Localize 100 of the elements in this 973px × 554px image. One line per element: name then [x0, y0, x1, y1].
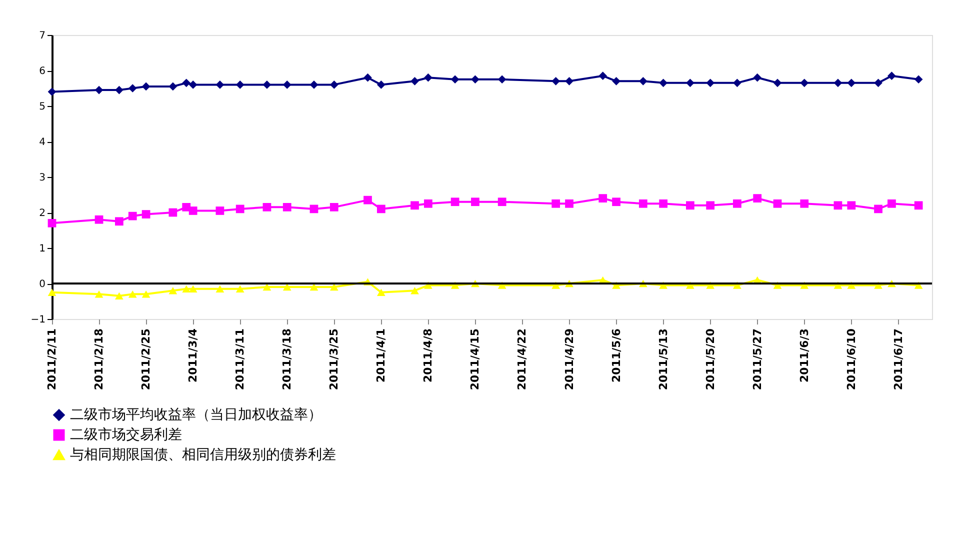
point — [262, 202, 272, 212]
y-tick-label: −1 — [30, 314, 46, 326]
point — [262, 80, 272, 89]
point — [142, 210, 150, 218]
y-tick-label: 4 — [39, 137, 46, 148]
point — [498, 75, 506, 84]
point — [236, 80, 244, 89]
point — [847, 201, 856, 210]
point — [659, 199, 668, 208]
point — [142, 82, 150, 91]
point — [182, 285, 191, 292]
x-tick-label: 2011/3/11 — [234, 328, 247, 390]
point — [128, 212, 137, 220]
point — [48, 288, 56, 296]
point — [188, 285, 198, 292]
point — [888, 72, 896, 80]
point — [847, 78, 856, 88]
point — [706, 201, 715, 210]
y-tick-label: 6 — [39, 66, 46, 77]
point — [182, 78, 191, 88]
x-tick-label: 2011/4/1 — [374, 328, 388, 382]
point — [612, 198, 620, 206]
point — [142, 290, 150, 298]
point — [114, 292, 124, 300]
point — [216, 80, 224, 89]
point — [733, 199, 742, 208]
point — [598, 72, 608, 80]
point — [874, 204, 882, 214]
point — [773, 78, 782, 88]
point — [638, 199, 648, 208]
y-tick-label: 2 — [39, 208, 46, 219]
point — [706, 78, 715, 88]
x-tick-label: 2011/6/17 — [892, 328, 905, 390]
point — [753, 194, 762, 202]
x-tick-label: 2011/6/10 — [844, 328, 858, 390]
point — [330, 80, 338, 89]
point — [773, 199, 782, 208]
y-tick-label: 0 — [39, 279, 46, 290]
point — [168, 82, 178, 91]
point — [450, 198, 460, 206]
point — [834, 78, 842, 88]
point — [659, 78, 668, 88]
point — [612, 76, 620, 86]
point — [168, 286, 178, 294]
point — [114, 217, 124, 226]
point — [598, 194, 608, 202]
x-tick-label: 2011/2/11 — [46, 328, 58, 390]
point — [800, 199, 809, 208]
x-tick-label: 2011/3/4 — [186, 328, 200, 382]
point — [188, 80, 198, 89]
point — [282, 80, 292, 89]
point — [364, 73, 372, 82]
point — [216, 285, 224, 292]
x-tick-label: 2011/5/6 — [610, 328, 623, 382]
point — [128, 84, 137, 92]
x-tick-label: 2011/5/20 — [704, 328, 717, 390]
point — [552, 76, 560, 86]
point — [216, 206, 224, 215]
point — [48, 218, 56, 228]
x-tick-label: 2011/6/3 — [798, 328, 811, 382]
x-tick-label: 2011/5/27 — [750, 328, 764, 390]
point — [638, 76, 648, 86]
point — [733, 78, 742, 88]
point — [565, 199, 574, 208]
point — [310, 80, 318, 89]
point — [914, 201, 923, 210]
x-tick-label: 2011/2/18 — [92, 328, 106, 390]
point — [168, 208, 178, 217]
point — [376, 80, 386, 89]
point — [236, 204, 244, 214]
x-tick-label: 2011/2/25 — [140, 328, 153, 390]
x-tick-label: 2011/5/13 — [656, 328, 670, 390]
y-tick-label: 5 — [39, 102, 46, 112]
x-tick-label: 2011/4/22 — [516, 328, 529, 390]
x-tick-label: 2011/4/29 — [562, 328, 576, 390]
point — [94, 215, 104, 224]
point — [686, 201, 694, 210]
point — [471, 198, 480, 206]
point — [552, 199, 560, 208]
y-tick-label: 7 — [39, 30, 46, 42]
point — [236, 285, 244, 292]
point — [471, 75, 480, 84]
point — [376, 288, 386, 296]
y-tick-label: 3 — [39, 172, 46, 184]
point — [686, 78, 694, 88]
point — [753, 73, 762, 82]
point — [330, 202, 338, 212]
point — [498, 198, 506, 206]
point — [376, 204, 386, 214]
point — [888, 199, 896, 208]
point — [410, 201, 419, 210]
point — [94, 86, 104, 94]
point — [310, 204, 318, 214]
x-tick-label: 2011/4/8 — [422, 328, 435, 382]
point — [874, 78, 882, 88]
point — [410, 76, 419, 86]
point — [282, 202, 292, 212]
point — [800, 78, 809, 88]
x-tick-label: 2011/4/15 — [468, 328, 482, 390]
y-tick-label: 1 — [39, 244, 46, 254]
